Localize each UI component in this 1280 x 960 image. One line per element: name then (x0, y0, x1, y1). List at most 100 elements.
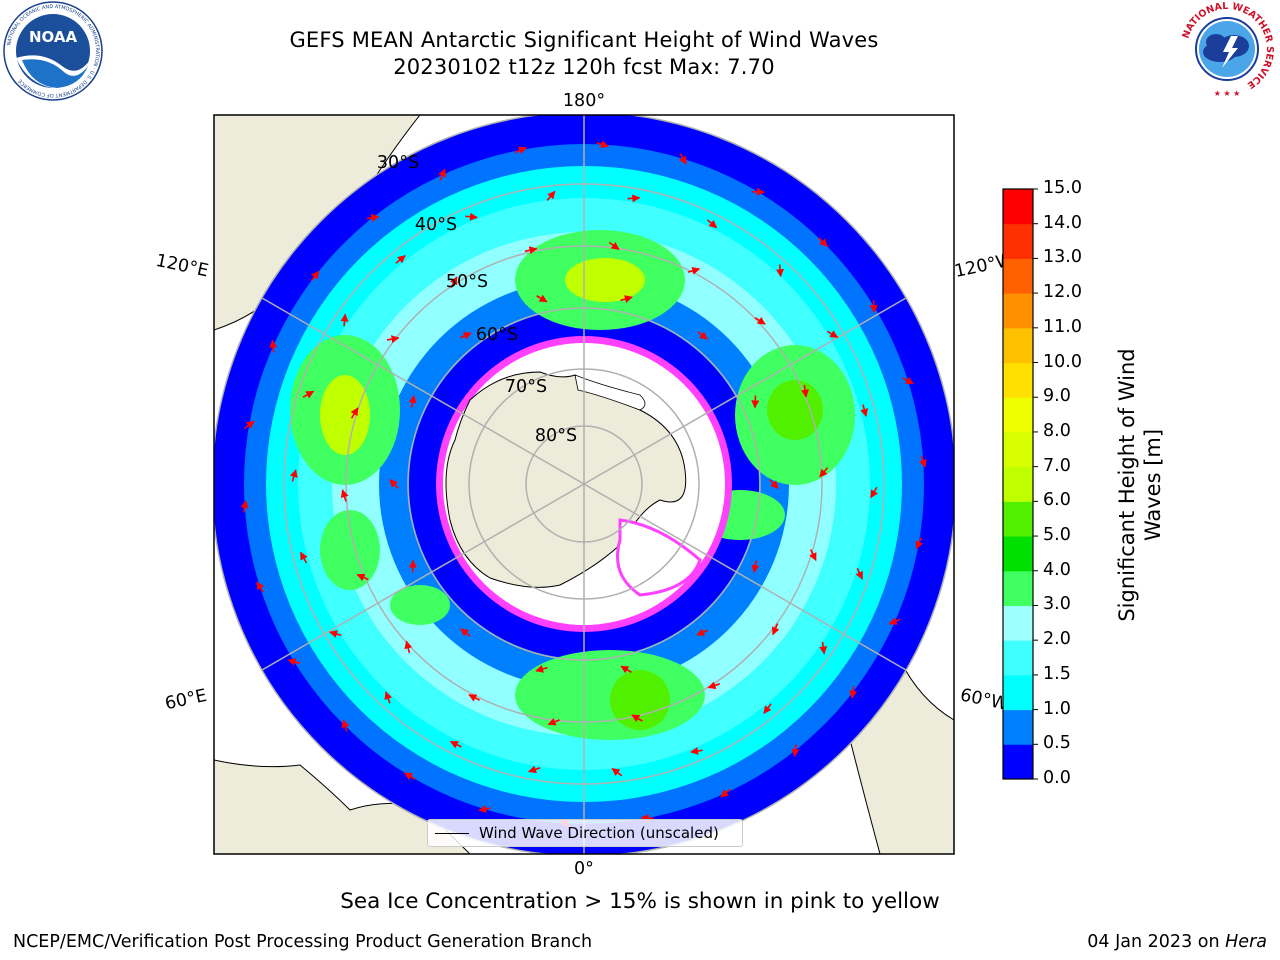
wave-direction-arrow (620, 665, 632, 674)
wave-direction-arrow (791, 744, 800, 758)
chart-title: GEFS MEAN Antarctic Significant Height o… (289, 28, 879, 52)
lon-label-120e: 120°E (154, 251, 210, 282)
wave-blob-atlantic-peak (610, 670, 670, 730)
wave-direction-arrow (438, 168, 446, 181)
wave-direction-arrow (819, 641, 828, 655)
colorbar-tick-label: 5.0 (1043, 525, 1071, 546)
wave-direction-arrow (310, 270, 320, 282)
wave-direction-arrow (697, 331, 708, 340)
wave-direction-arrow (299, 551, 308, 564)
wave-direction-arrow (819, 467, 829, 478)
colorbar-tick-label: 0.0 (1043, 768, 1071, 788)
wave-direction-arrow (546, 190, 556, 201)
wave-direction-arrow (769, 479, 779, 489)
colorbar-tick-label: 8.0 (1043, 420, 1071, 441)
wave-direction-arrow (408, 394, 417, 408)
footer-date-text: 04 Jan 2023 on (1087, 932, 1226, 952)
colorbar-tick-label: 7.0 (1043, 455, 1071, 476)
colorbar-bin (1003, 223, 1033, 259)
nws-logo: NATIONAL WEATHER SERVICE ★ ★ ★ (1179, 1, 1275, 98)
wave-direction-arrow (240, 499, 249, 513)
wave-direction-arrow (404, 772, 416, 781)
footer-credit: NCEP/EMC/Verification Post Processing Pr… (13, 932, 593, 952)
colorbar-tick-label: 11.0 (1043, 316, 1082, 337)
wave-direction-arrow (329, 630, 342, 638)
wave-direction-arrow (627, 194, 641, 203)
wave-direction-arrow (751, 395, 760, 409)
wave-blob-indian-2 (390, 585, 450, 625)
wave-direction-arrow (514, 146, 527, 155)
wave-direction-arrow (849, 685, 858, 699)
wave-direction-arrow (818, 237, 828, 247)
ross-ice-shelf (574, 374, 646, 411)
wave-direction-arrows (240, 140, 927, 829)
wave-direction-arrow (870, 486, 878, 499)
wave-direction-arrow (287, 658, 301, 666)
wave-direction-arrow (384, 691, 393, 704)
wave-direction-arrow (478, 805, 491, 813)
wave-direction-arrow (771, 623, 780, 636)
colorbar-bin (1003, 605, 1033, 641)
lon-label-60w: 60°W (958, 685, 1009, 715)
wave-direction-arrow (919, 455, 927, 468)
lat-label-70s: 70°S (505, 377, 547, 397)
lat-label-40s: 40°S (415, 215, 457, 235)
wave-blob-east-peak (320, 375, 370, 455)
meridian-60E-120W (261, 297, 907, 671)
lat-label-30s: 30°S (377, 153, 419, 173)
colorbar-tick-label: 14.0 (1043, 212, 1082, 233)
colorbar-bin (1003, 431, 1033, 468)
wave-direction-arrow (620, 295, 633, 303)
wave-direction-arrow (869, 300, 878, 314)
wave-direction-arrow (631, 714, 643, 723)
wave-direction-arrow (596, 140, 609, 148)
colorbar-tick-label: 3.0 (1043, 594, 1071, 615)
wave-direction-arrow (340, 313, 349, 327)
footer-machine: Hera (1225, 932, 1267, 952)
wave-direction-arrow (801, 384, 810, 398)
wave-direction-arrow (535, 665, 548, 673)
wave-direction-arrow (243, 420, 255, 430)
wave-direction-arrow (707, 681, 720, 690)
colorbar-tick-label: 0.5 (1043, 733, 1071, 754)
colorbar (1003, 188, 1038, 780)
map-legend: Wind Wave Direction (unscaled) (427, 819, 743, 847)
wave-direction-arrow (687, 266, 701, 275)
lat-label-50s: 50°S (446, 272, 488, 292)
wave-direction-arrow (528, 765, 541, 774)
wave-direction-arrow (751, 560, 760, 574)
wave-direction-arrow (269, 339, 278, 353)
colorbar-title-line2: Waves [m] (1141, 428, 1165, 542)
colorbar-tick-label: 2.0 (1043, 629, 1071, 650)
legend-label: Wind Wave Direction (unscaled) (479, 824, 719, 842)
wave-direction-arrow (341, 719, 350, 732)
wave-direction-arrow (350, 407, 359, 419)
lon-label-180: 180° (563, 91, 605, 111)
wave-direction-arrow (679, 153, 687, 165)
colorbar-bin (1003, 293, 1033, 329)
wave-blob-pacific-peak (565, 258, 645, 302)
wave-direction-arrow (902, 376, 914, 385)
colorbar-bin (1003, 189, 1033, 225)
wave-direction-arrow (855, 567, 864, 580)
wave-direction-arrow (524, 246, 538, 255)
wave-direction-arrow (809, 549, 817, 562)
wave-direction-arrow (302, 390, 315, 399)
wave-direction-arrow (888, 617, 901, 625)
colorbar-tick-label: 1.5 (1043, 663, 1071, 684)
colorbar-tick-label: 12.0 (1043, 282, 1082, 303)
noaa-logo: NOAA NATIONAL OCEANIC AND ATMOSPHERIC AD… (3, 1, 103, 101)
wave-direction-arrow (776, 264, 785, 278)
colorbar-tick-label: 4.0 (1043, 559, 1071, 580)
colorbar-tick-label: 13.0 (1043, 247, 1082, 268)
svg-text:★ ★ ★: ★ ★ ★ (1214, 89, 1241, 98)
map-frame (213, 114, 955, 855)
wave-direction-arrow (690, 747, 703, 755)
colorbar-bin (1003, 397, 1033, 433)
wave-blob-west-peak (767, 380, 823, 440)
wave-direction-arrow (460, 628, 471, 637)
lon-label-0: 0° (574, 859, 594, 879)
colorbar-title-line1: Significant Height of Wind (1115, 348, 1139, 622)
wave-direction-arrow (386, 335, 400, 344)
